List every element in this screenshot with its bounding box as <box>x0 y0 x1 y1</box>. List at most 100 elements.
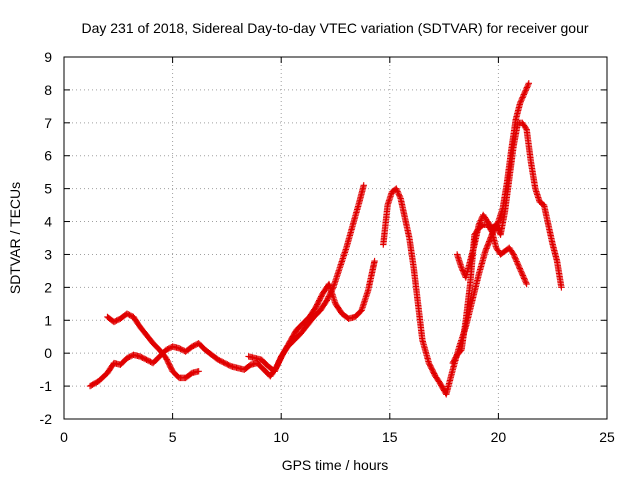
data-point <box>360 182 367 189</box>
data-point <box>518 97 525 104</box>
data-point <box>273 362 281 370</box>
data-point <box>493 221 500 229</box>
data-point <box>511 254 519 261</box>
data-point <box>521 276 528 284</box>
y-tick-label: 0 <box>44 345 52 361</box>
data-point <box>510 251 517 258</box>
data-point <box>476 218 484 226</box>
axis-layer: 0 5 10 15 20 25 -2 -1 0 1 2 3 4 5 6 7 8 9 <box>40 49 615 445</box>
series-track-c <box>245 182 367 375</box>
y-tick-label: 6 <box>44 148 52 164</box>
data-point <box>393 185 400 192</box>
y-tick-label: 1 <box>44 312 52 328</box>
data-point <box>449 359 456 367</box>
data-point <box>520 275 528 282</box>
data-point <box>518 269 525 276</box>
data-point <box>371 257 378 265</box>
data-point <box>521 88 529 95</box>
data-point <box>452 354 459 361</box>
data-point <box>512 255 519 262</box>
data-point <box>394 188 401 195</box>
data-point <box>520 273 527 281</box>
data-point <box>477 217 484 224</box>
data-point <box>275 360 282 367</box>
data-point <box>272 365 280 372</box>
data-point <box>494 224 501 231</box>
x-tick-label: 0 <box>60 429 68 445</box>
data-layer <box>86 80 565 398</box>
y-tick-label: -1 <box>40 378 53 394</box>
data-point <box>476 220 483 227</box>
data-point <box>525 80 533 87</box>
y-tick-label: 9 <box>44 49 52 65</box>
x-tick-label: 20 <box>491 429 507 445</box>
data-point <box>275 358 283 366</box>
data-point <box>394 189 402 197</box>
data-point <box>396 193 404 201</box>
data-point <box>519 272 527 279</box>
data-point <box>458 265 466 273</box>
data-point <box>515 262 522 269</box>
data-point <box>509 249 516 257</box>
data-point <box>274 361 281 368</box>
x-tick-label: 10 <box>273 429 289 445</box>
data-point <box>475 221 483 229</box>
data-point <box>329 285 336 292</box>
x-tick-label: 15 <box>382 429 398 445</box>
data-point <box>520 92 527 100</box>
y-tick-label: 4 <box>44 214 52 230</box>
data-point <box>518 95 526 103</box>
data-point <box>451 357 458 364</box>
data-point <box>514 261 522 268</box>
data-point <box>272 366 279 374</box>
data-point <box>195 368 202 375</box>
x-tick-label: 25 <box>599 429 615 445</box>
data-point <box>522 87 529 94</box>
data-point <box>521 90 528 97</box>
y-tick-label: 8 <box>44 82 52 98</box>
series-track-b <box>104 310 202 382</box>
chart-title: Day 231 of 2018, Sidereal Day-to-day VTE… <box>81 20 588 36</box>
x-tick-label: 5 <box>169 429 177 445</box>
data-point <box>393 186 401 194</box>
series-track-d <box>380 80 533 398</box>
data-point <box>517 98 524 105</box>
y-axis-label: SDTVAR / TECUs <box>7 182 23 294</box>
x-axis-label: GPS time / hours <box>282 457 389 473</box>
y-tick-label: 3 <box>44 246 52 262</box>
data-point <box>520 91 528 98</box>
grid-layer <box>64 57 607 419</box>
data-point <box>524 82 531 90</box>
data-point <box>519 94 526 101</box>
data-point <box>511 252 518 260</box>
data-point <box>514 259 521 267</box>
data-point <box>513 258 520 265</box>
data-point <box>516 99 524 107</box>
y-tick-label: 7 <box>44 115 52 131</box>
data-point <box>523 280 530 288</box>
data-point <box>516 265 524 272</box>
data-point <box>515 263 523 271</box>
data-point <box>519 271 526 278</box>
data-point <box>517 266 524 274</box>
series-track-a <box>86 257 378 390</box>
data-point <box>458 264 465 271</box>
data-point <box>523 84 531 91</box>
data-point <box>522 279 530 286</box>
data-point <box>522 124 529 132</box>
data-point <box>276 357 283 364</box>
data-point <box>451 355 459 363</box>
data-point <box>522 278 529 285</box>
y-tick-label: -2 <box>40 411 53 427</box>
data-point <box>273 364 280 371</box>
data-point <box>493 223 501 230</box>
data-point <box>512 256 520 264</box>
data-point <box>523 85 530 93</box>
data-point <box>524 81 532 88</box>
data-point <box>396 192 403 199</box>
y-tick-label: 5 <box>44 181 52 197</box>
data-point <box>271 368 278 375</box>
data-point <box>395 191 402 198</box>
series-track-e <box>449 221 530 367</box>
